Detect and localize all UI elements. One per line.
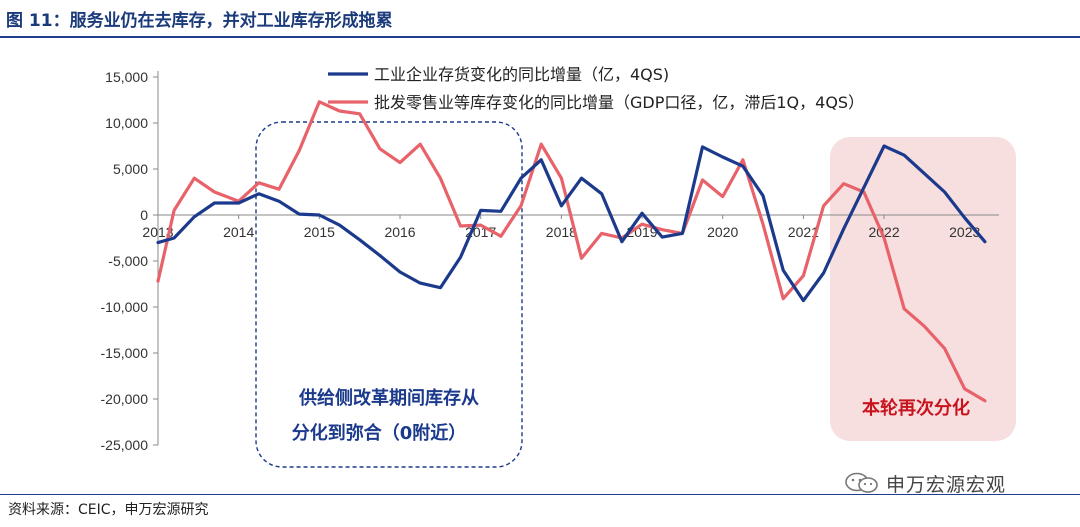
- x-tick-label: 2020: [707, 224, 738, 240]
- y-tick-label: 10,000: [105, 115, 148, 131]
- y-tick-label: -5,000: [108, 253, 148, 269]
- legend-label: 工业企业存货变化的同比增量（亿，4QS): [374, 65, 669, 84]
- y-tick-label: -25,000: [101, 437, 149, 453]
- footer-divider: [0, 494, 1080, 495]
- x-tick-label: 2013: [142, 224, 173, 240]
- supply-side-reform-box: [255, 121, 523, 468]
- page-title: 图 11：服务业仍在去库存，并对工业库存形成拖累: [6, 11, 393, 31]
- wechat-icon: [845, 472, 878, 493]
- series-line-industrial: [156, 144, 987, 303]
- x-tick-label: 2022: [868, 224, 899, 240]
- y-tick-label: 0: [140, 207, 148, 223]
- divergence-highlight-box: [830, 137, 1016, 441]
- series-line-services: [156, 100, 987, 403]
- title-divider: [0, 36, 1080, 38]
- source-note: 资料来源：CEIC，申万宏源研究: [8, 502, 209, 518]
- x-tick-label: 2018: [546, 224, 577, 240]
- legend-label: 批发零售业等库存变化的同比增量（GDP口径，亿，滞后1Q，4QS）: [374, 93, 864, 112]
- x-tick-label: 2016: [384, 224, 415, 240]
- y-tick-label: -15,000: [101, 345, 149, 361]
- annotation-left-line2: 分化到弥合（0附近）: [292, 422, 467, 444]
- annotation-right: 本轮再次分化: [862, 397, 970, 419]
- y-tick-label: -20,000: [101, 391, 149, 407]
- x-tick-label: 2015: [304, 224, 335, 240]
- x-tick-label: 2014: [223, 224, 254, 240]
- watermark-text: 申万宏源宏观: [886, 474, 1007, 496]
- y-tick-label: -10,000: [101, 299, 149, 315]
- annotation-left-line1: 供给侧改革期间库存从: [298, 387, 479, 409]
- line-chart: 15,000 10,000 5,000 0 -5,000 -10,000 -15,000 -2…: [101, 65, 1016, 468]
- x-tick-label: 2021: [788, 224, 819, 240]
- watermark: 申万宏源宏观: [842, 468, 1080, 498]
- y-tick-label: 15,000: [105, 69, 148, 85]
- y-tick-label: 5,000: [113, 161, 148, 177]
